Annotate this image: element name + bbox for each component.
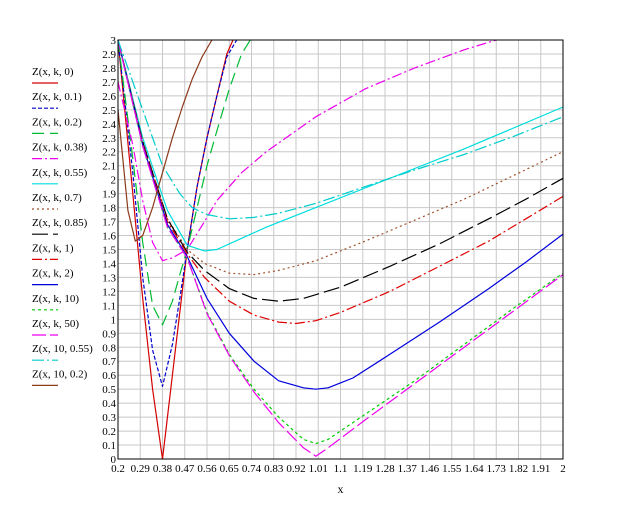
x-tick-label: 1.28 xyxy=(375,463,395,475)
legend: Z(x, k, 0) Z(x, k, 0.1) Z(x, k, 0.2) Z(x, k… xyxy=(32,66,93,386)
plot-frame xyxy=(117,39,564,460)
y-tick-label: 0.6 xyxy=(102,370,116,382)
y-tick-label: 1.6 xyxy=(102,231,116,243)
y-tick-label: 1.1 xyxy=(102,300,116,312)
y-tick-label: 2 xyxy=(111,175,117,187)
series-line-2 xyxy=(117,39,238,387)
y-tick-label: 2.3 xyxy=(102,133,116,145)
y-tick-label: 1.4 xyxy=(102,258,116,270)
legend-label: Z(x, k, 0) xyxy=(32,66,74,78)
y-tick-label: 0.2 xyxy=(102,426,116,438)
legend-label: Z(x, 10, 0.2) xyxy=(32,368,88,380)
x-tick-label: 1.19 xyxy=(353,463,373,475)
x-tick-label: 2 xyxy=(560,463,566,475)
y-tick-label: 1.9 xyxy=(102,189,116,201)
legend-label: Z(x, k, 10) xyxy=(32,293,79,305)
y-tick-label: 0.4 xyxy=(102,398,116,410)
legend-label: Z(x, k, 0.2) xyxy=(32,116,82,128)
x-tick-label: 1.73 xyxy=(487,463,507,475)
y-tick-label: 0.3 xyxy=(102,412,116,424)
x-tick-label: 0.83 xyxy=(264,463,284,475)
series-line-11 xyxy=(117,39,564,457)
y-tick-label: 2.7 xyxy=(102,77,116,89)
y-tick-label: 0.5 xyxy=(102,384,116,396)
x-tick-label: 1.01 xyxy=(309,463,328,475)
y-tick-labels: 0 0.1 0.2 0.3 0.4 0.5 0.6 0.7 0.8 0.9 1 1.1 1.2 1.3 1.… xyxy=(102,35,116,466)
y-tick-label: 2.8 xyxy=(102,63,116,75)
series-line-12 xyxy=(117,39,564,220)
y-tick-label: 2.1 xyxy=(102,161,116,173)
x-tick-label: 1.55 xyxy=(442,463,462,475)
x-tick-label: 0.38 xyxy=(153,463,173,475)
x-tick-label: 1.91 xyxy=(531,463,550,475)
series-line-8 xyxy=(117,39,564,325)
x-tick-label: 1.46 xyxy=(420,463,440,475)
legend-label: Z(x, k, 0.85) xyxy=(32,217,88,229)
x-tick-labels: 0.2 0.29 0.38 0.47 0.56 0.65 0.74 0.83 0.92 1.01 1… xyxy=(111,463,566,475)
x-tick-label: 0.47 xyxy=(175,463,195,475)
series-line-5 xyxy=(117,39,564,252)
legend-label: Z(x, k, 50) xyxy=(32,318,79,330)
x-tick-label: 1.82 xyxy=(509,463,528,475)
legend-label: Z(x, k, 1) xyxy=(32,242,74,254)
x-tick-label: 0.74 xyxy=(242,463,262,475)
x-tick-label: 0.56 xyxy=(197,463,217,475)
legend-label: Z(x, k, 0.55) xyxy=(32,167,88,179)
series-line-3 xyxy=(117,39,251,326)
x-tick-label: 1.1 xyxy=(334,463,348,475)
y-tick-label: 2.9 xyxy=(102,49,116,61)
x-tick-label: 0.29 xyxy=(131,463,151,475)
y-tick-label: 2.5 xyxy=(102,105,116,117)
y-tick-label: 1.8 xyxy=(102,203,116,215)
y-tick-label: 0.8 xyxy=(102,342,116,354)
y-tick-label: 1.7 xyxy=(102,217,116,229)
legend-label: Z(x, k, 0.7) xyxy=(32,192,82,204)
y-tick-label: 3 xyxy=(111,35,117,47)
y-tick-label: 2.6 xyxy=(102,91,116,103)
x-axis-title: x xyxy=(338,482,344,496)
x-tick-label: 1.37 xyxy=(398,463,418,475)
legend-label: Z(x, k, 2) xyxy=(32,268,74,280)
series-line-7 xyxy=(117,39,564,302)
y-tick-label: 0.9 xyxy=(102,328,116,340)
legend-label: Z(x, k, 0.38) xyxy=(32,142,88,154)
series-lines xyxy=(117,39,564,460)
x-tick-label: 0.2 xyxy=(111,463,125,475)
y-tick-label: 0 xyxy=(111,454,117,466)
y-tick-label: 0.7 xyxy=(102,356,116,368)
y-tick-label: 2.4 xyxy=(102,119,116,131)
series-line-4 xyxy=(117,39,497,262)
y-tick-label: 1.5 xyxy=(102,245,116,257)
x-tick-label: 1.64 xyxy=(464,463,484,475)
y-tick-label: 1.2 xyxy=(102,286,116,298)
y-tick-label: 0.1 xyxy=(102,440,116,452)
series-line-9 xyxy=(117,39,564,390)
series-line-13 xyxy=(117,39,213,242)
legend-label: Z(x, 10, 0.55) xyxy=(32,343,93,355)
y-tick-label: 1 xyxy=(111,314,117,326)
y-tick-label: 2.2 xyxy=(102,147,116,159)
legend-label: Z(x, k, 0.1) xyxy=(32,91,82,103)
y-tick-label: 1.3 xyxy=(102,272,116,284)
x-tick-label: 0.92 xyxy=(286,463,305,475)
x-tick-label: 0.65 xyxy=(220,463,240,475)
